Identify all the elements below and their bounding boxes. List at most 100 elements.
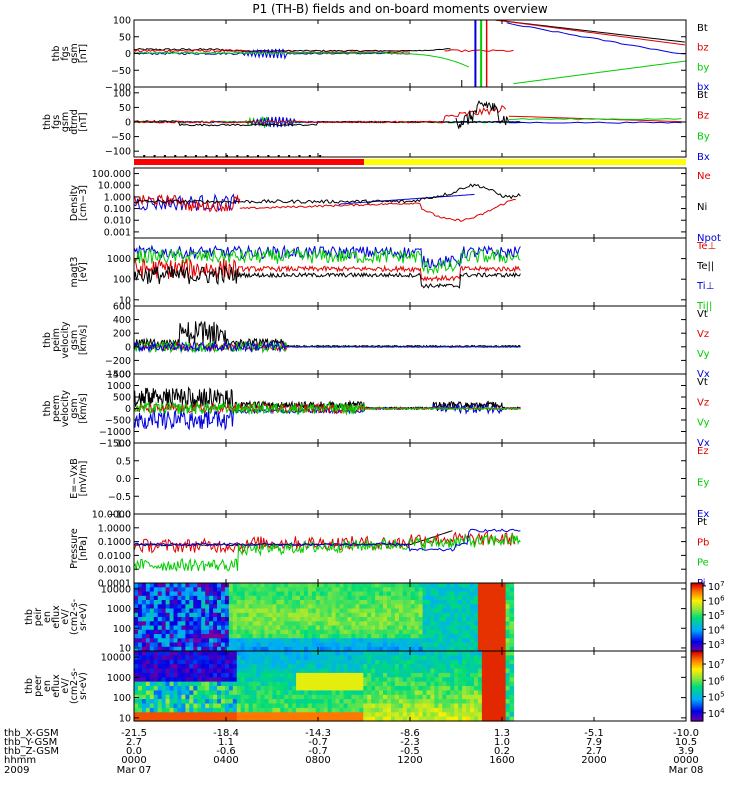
spectrogram-cell	[280, 583, 285, 588]
spectrogram-cell	[501, 690, 507, 696]
spectrogram-cell	[260, 583, 266, 588]
spectrogram-cell	[489, 591, 495, 597]
spectrogram-cell	[422, 638, 428, 644]
spectrogram-cell	[276, 677, 281, 683]
spectrogram-cell	[244, 651, 250, 656]
spectrogram-cell	[189, 668, 194, 674]
spectrogram-cell	[169, 655, 175, 661]
spectrogram-cell	[221, 604, 226, 610]
spectrogram-cell	[217, 604, 222, 610]
spectrogram-cell	[426, 587, 432, 593]
spectrogram-cell	[406, 681, 412, 687]
spectrogram-cell	[209, 642, 214, 648]
spectrogram-cell	[307, 583, 313, 588]
spectrogram-cell	[280, 655, 285, 661]
spectrogram-cell	[221, 677, 226, 683]
spectrogram-cell	[197, 699, 202, 705]
y-tick-label: 0.010	[104, 216, 131, 227]
spectrogram-cell	[422, 716, 428, 722]
spectrogram-cell	[161, 716, 167, 722]
temp-frame	[133, 237, 687, 307]
ephemeris-value: -18.4	[213, 728, 239, 739]
spectrogram-cell	[304, 681, 309, 687]
spectrogram-cell	[240, 681, 246, 687]
spectrogram-cell	[339, 707, 345, 713]
spectrogram-cell	[414, 608, 420, 614]
spectrogram-cell	[371, 699, 376, 705]
spectrogram-cell	[351, 595, 356, 601]
spectrogram-cell	[398, 712, 404, 718]
spectrogram-cell	[268, 621, 273, 627]
spectrogram-cell	[288, 659, 293, 665]
spectrogram-cell	[394, 686, 400, 691]
spectrogram-cell	[280, 625, 285, 631]
mode-bar-dot	[163, 155, 166, 157]
spectrogram-cell	[470, 686, 475, 691]
spectrogram-cell	[343, 659, 349, 665]
spectrogram-cell	[387, 694, 392, 700]
spectrogram-cell	[177, 716, 183, 722]
mode-bar-dot	[194, 155, 197, 157]
spectrogram-cell	[327, 686, 333, 691]
spectrogram-cell	[134, 681, 139, 687]
spectrogram-cell	[383, 672, 388, 678]
spectrogram-cell	[236, 646, 242, 652]
spectrogram-cell	[335, 668, 341, 674]
spectrogram-cell	[173, 617, 179, 622]
spectrogram-cell	[319, 659, 325, 665]
spectrogram-cell	[236, 664, 242, 670]
spectrogram-cell	[280, 681, 285, 687]
spectrogram-cell	[398, 668, 404, 674]
spectrogram-cell	[185, 608, 190, 614]
spectrogram-cell	[264, 595, 270, 601]
y-axis-label: thb	[42, 114, 53, 130]
spectrogram-cell	[422, 625, 428, 631]
y-tick-label: −0.5	[108, 492, 131, 503]
spectrogram-cell	[414, 668, 420, 674]
spectrogram-cell	[434, 591, 439, 597]
spectrogram-cell	[205, 595, 210, 601]
colorbar-swatch	[691, 647, 703, 650]
spectrogram-cell	[221, 707, 226, 713]
spectrogram-cell	[422, 591, 428, 597]
spectrogram-cell	[185, 587, 190, 593]
spectrogram-cell	[339, 587, 345, 593]
spectrogram-cell	[311, 587, 317, 593]
spectrogram-cell	[260, 716, 266, 722]
mode-bar-dot	[174, 155, 177, 157]
spectrogram-cell	[260, 712, 266, 718]
spectrogram-cell	[418, 699, 424, 705]
spectrogram-cell	[256, 672, 262, 678]
spectrogram-cell	[454, 716, 459, 722]
spectrogram-cell	[307, 664, 313, 670]
spectrogram-cell	[430, 707, 436, 713]
y-axis-label: sr-eV)	[78, 672, 89, 700]
spectrogram-cell	[375, 699, 380, 705]
spectrogram-cell	[232, 664, 238, 670]
spectrogram-cell	[264, 664, 270, 670]
spectrogram-cell	[402, 621, 408, 627]
y-tick-label: 1000	[107, 254, 131, 265]
spectrogram-cell	[236, 716, 242, 722]
spectrogram-cell	[248, 703, 254, 709]
spectrogram-cell	[236, 686, 242, 691]
spectrogram-cell	[311, 681, 317, 687]
spectrogram-cell	[359, 642, 364, 648]
spectrogram-cell	[438, 699, 443, 705]
spectrogram-cell	[248, 677, 254, 683]
ephemeris-value: 2.7	[586, 746, 602, 757]
spectrogram-cell	[300, 625, 305, 631]
spectrogram-cell	[228, 694, 234, 700]
spectrogram-cell	[177, 629, 183, 635]
spectrogram-cell	[474, 629, 479, 635]
spectrogram-cell	[244, 608, 250, 614]
spectrogram-cell	[414, 646, 420, 652]
spectrogram-cell	[181, 595, 186, 601]
spectrogram-cell	[189, 625, 194, 631]
spectrogram-cell	[398, 686, 404, 691]
y-tick-label: −1.0	[108, 510, 131, 521]
spectrogram-cell	[339, 646, 345, 652]
spectrogram-cell	[284, 672, 289, 678]
spectrogram-cell	[189, 716, 194, 722]
